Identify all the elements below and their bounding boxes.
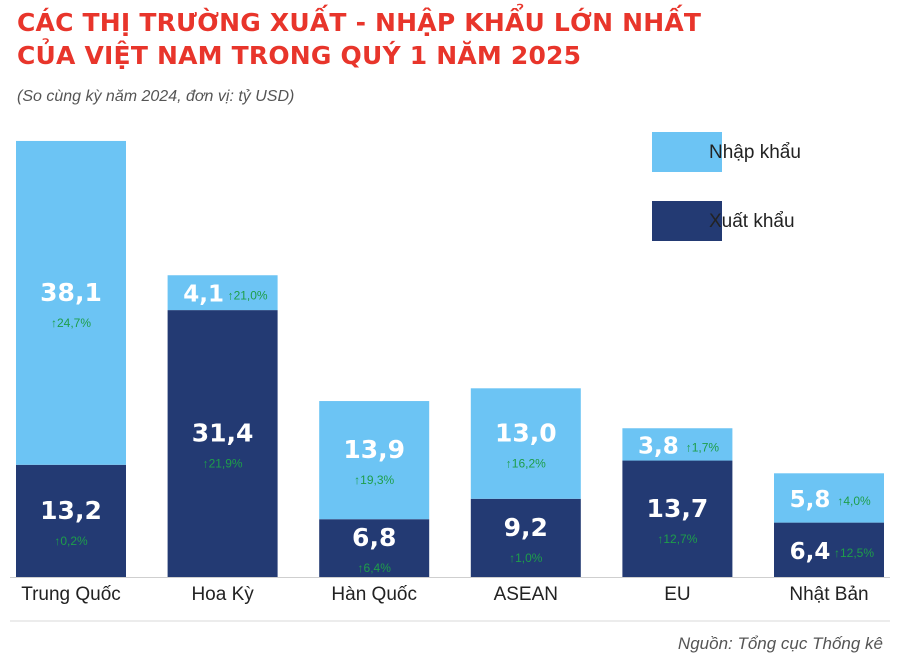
bar-import-0	[16, 140, 126, 465]
data-label-growth: ↑12,5%	[834, 546, 874, 560]
bar-export-2	[319, 519, 430, 577]
data-label-growth: ↑0,2%	[54, 534, 88, 548]
x-tick-label: Hoa Kỳ	[191, 584, 254, 605]
legend-label-export: Xuất khẩu	[709, 211, 795, 232]
data-label-value: 13,0	[495, 419, 557, 448]
chart-subtitle: (So cùng kỳ năm 2024, đơn vị: tỷ USD)	[17, 88, 295, 105]
data-label-growth: ↑21,9%	[203, 457, 243, 471]
legend-swatch-export	[652, 201, 722, 241]
source-note: Nguồn: Tổng cục Thống kê	[677, 634, 883, 653]
data-label-value: 6,8	[352, 523, 396, 552]
data-label-growth: ↑4,0%	[837, 494, 871, 508]
bar-import-3	[470, 388, 581, 499]
data-label-growth: ↑21,0%	[228, 289, 268, 303]
data-label-value: 13,2	[40, 496, 102, 525]
data-label-value: 3,8	[638, 433, 679, 459]
legend-swatch-import	[652, 132, 722, 172]
bar-import-1	[167, 275, 278, 311]
data-label-growth: ↑12,7%	[657, 532, 697, 546]
data-label-value: 5,8	[790, 487, 831, 513]
data-label-growth: ↑16,2%	[506, 457, 546, 471]
bar-import-4	[622, 428, 733, 461]
bar-import-2	[319, 401, 430, 520]
data-label-growth: ↑24,7%	[51, 316, 91, 330]
data-label-value: 38,1	[40, 278, 102, 307]
data-label-value: 4,1	[183, 282, 224, 308]
data-label-value: 9,2	[504, 513, 548, 542]
bar-import-5	[774, 473, 884, 523]
data-label-value: 31,4	[192, 419, 254, 448]
x-tick-label: Nhật Bản	[789, 584, 868, 605]
bar-export-4	[622, 460, 733, 577]
data-label-value: 13,7	[647, 494, 709, 523]
data-label-growth: ↑1,0%	[509, 551, 543, 565]
x-tick-label: Hàn Quốc	[331, 584, 417, 605]
data-label-value: 6,4	[790, 539, 831, 565]
x-tick-label: Trung Quốc	[21, 584, 121, 605]
chart-title-line-2: CỦA VIỆT NAM TRONG QUÝ 1 NĂM 2025	[17, 41, 582, 70]
legend-label-import: Nhập khẩu	[709, 142, 801, 163]
chart-title: CÁC THỊ TRƯỜNG XUẤT - NHẬP KHẨU LỚN NHẤT…	[17, 6, 877, 72]
data-label-growth: ↑19,3%	[354, 473, 394, 487]
data-label-growth: ↑1,7%	[686, 440, 720, 454]
data-label-value: 13,9	[343, 435, 405, 464]
bar-export-5	[774, 522, 884, 577]
chart-title-line-1: CÁC THỊ TRƯỜNG XUẤT - NHẬP KHẨU LỚN NHẤT	[17, 8, 702, 37]
data-label-growth: ↑6,4%	[358, 561, 392, 575]
x-tick-label: EU	[664, 584, 690, 605]
bar-export-1	[167, 310, 278, 577]
bar-export-3	[470, 498, 581, 577]
x-tick-label: ASEAN	[494, 584, 558, 605]
bar-export-0	[16, 464, 126, 577]
